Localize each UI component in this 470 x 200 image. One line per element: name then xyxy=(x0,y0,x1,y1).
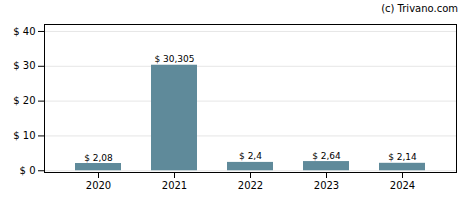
svg-text:$ 2,64: $ 2,64 xyxy=(312,151,341,161)
svg-text:2020: 2020 xyxy=(86,180,111,191)
svg-text:$ 2,4: $ 2,4 xyxy=(239,151,262,161)
svg-text:$ 30,305: $ 30,305 xyxy=(154,54,194,64)
svg-text:$ 0: $ 0 xyxy=(20,165,36,176)
svg-text:2023: 2023 xyxy=(314,180,339,191)
svg-text:$ 10: $ 10 xyxy=(13,130,35,141)
svg-text:2022: 2022 xyxy=(238,180,263,191)
svg-text:$ 30: $ 30 xyxy=(13,60,35,71)
svg-text:2021: 2021 xyxy=(162,180,187,191)
svg-text:$ 40: $ 40 xyxy=(13,26,35,37)
svg-text:$ 2,14: $ 2,14 xyxy=(388,152,417,162)
svg-text:2024: 2024 xyxy=(390,180,415,191)
html-text:(c) Trivano.com: (c) Trivano.com xyxy=(381,3,458,14)
svg-text:$ 2,08: $ 2,08 xyxy=(84,153,113,163)
svg-text:$ 20: $ 20 xyxy=(13,95,35,106)
